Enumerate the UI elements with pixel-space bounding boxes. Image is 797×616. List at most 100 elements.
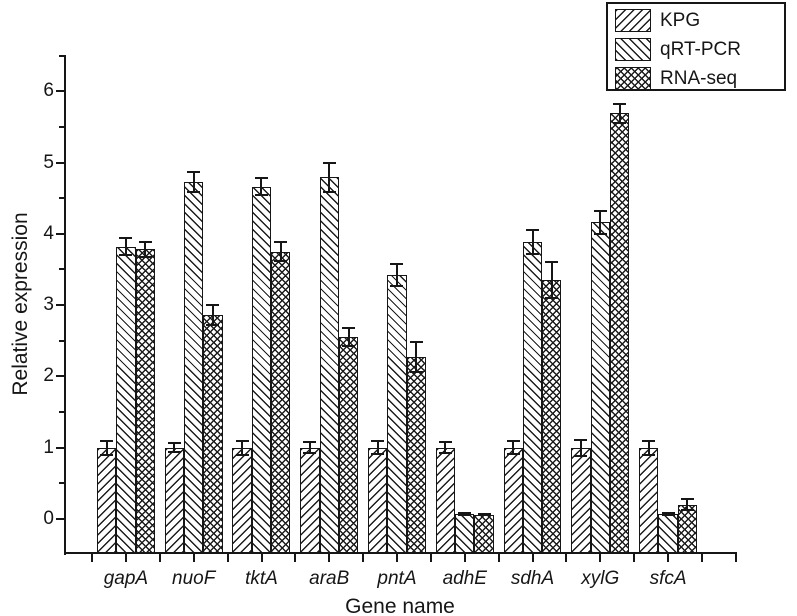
error-bar-cap-top: [642, 439, 656, 442]
x-tick: [226, 554, 229, 562]
y-minor-tick: [59, 411, 64, 414]
error-bar-cap-bottom: [545, 296, 559, 299]
x-tick: [463, 554, 466, 562]
error-bar-cap-bottom: [477, 514, 491, 517]
error-bar-cap-bottom: [661, 514, 675, 517]
bar-RNA-seq-pntA: [406, 357, 426, 554]
legend-item-qrt-pcr: qRT-PCR: [615, 36, 784, 63]
y-minor-tick: [59, 54, 64, 57]
error-bar-stem: [347, 327, 350, 347]
error-bar-cap-top: [167, 442, 181, 445]
error-bar-cap-bottom: [235, 453, 249, 456]
bar-KPG-tktA: [232, 447, 252, 554]
y-axis-line: [64, 55, 66, 555]
bar-RNA-seq-sfcA: [677, 504, 697, 554]
bar-RNA-seq-xylG: [609, 113, 630, 554]
y-major-tick: [56, 375, 64, 378]
bar-qRT-PCR-sfcA: [658, 514, 678, 554]
error-bar-stem: [512, 441, 515, 455]
x-tick: [124, 554, 127, 562]
error-bar-stem: [279, 242, 282, 261]
x-tick: [294, 554, 297, 562]
error-bar-cap-bottom: [458, 514, 472, 517]
error-bar-cap-top: [342, 326, 355, 329]
error-bar-cap-top: [661, 511, 675, 514]
y-tick-label: 6: [43, 80, 54, 102]
error-bar-stem: [211, 305, 214, 326]
bar-RNA-seq-sdhA: [542, 280, 562, 554]
bar-qRT-PCR-nuoF: [184, 181, 204, 554]
error-bar-stem: [144, 241, 147, 258]
bar-qRT-PCR-tktA: [251, 186, 272, 554]
error-bar-cap-top: [680, 498, 694, 501]
bar-qRT-PCR-gapA: [116, 246, 136, 554]
y-major-tick: [56, 304, 64, 307]
x-tick: [701, 554, 704, 562]
x-axis-line: [64, 552, 737, 554]
y-tick-label: 0: [43, 508, 54, 529]
legend-item-rna-seq: RNA-seq: [615, 65, 784, 92]
legend-label-kpg: KPG: [660, 10, 701, 31]
error-bar-cap-bottom: [119, 254, 133, 257]
error-bar-cap-bottom: [409, 371, 423, 374]
error-bar-cap-top: [138, 240, 152, 243]
error-bar-stem: [667, 512, 670, 516]
error-bar-stem: [415, 342, 418, 373]
error-bar-cap-bottom: [574, 454, 588, 457]
x-category-label-araB: araB: [309, 568, 350, 589]
error-bar-cap-bottom: [342, 345, 355, 348]
x-tick: [531, 554, 534, 562]
error-bar-cap-top: [100, 439, 114, 442]
x-tick: [362, 554, 365, 562]
legend-item-kpg: KPG: [615, 7, 784, 34]
error-bar-cap-top: [322, 161, 336, 164]
error-bar-stem: [647, 440, 650, 455]
error-bar-cap-bottom: [100, 453, 114, 456]
error-bar-stem: [241, 440, 244, 455]
legend-swatch-forward-hatch-icon: [615, 9, 651, 32]
legend-label-qrt-pcr: qRT-PCR: [660, 39, 741, 60]
error-bar-stem: [260, 178, 263, 196]
bar-qRT-PCR-pntA: [387, 275, 407, 554]
error-bar-cap-bottom: [371, 453, 385, 456]
error-bar-cap-top: [303, 440, 317, 443]
x-tick: [633, 554, 636, 562]
bar-qRT-PCR-xylG: [590, 222, 610, 554]
error-bar-cap-top: [506, 440, 520, 443]
error-bar-cap-top: [409, 341, 423, 344]
bar-KPG-nuoF: [164, 447, 185, 554]
error-bar-cap-top: [574, 438, 588, 441]
error-bar-cap-bottom: [390, 284, 404, 287]
error-bar-cap-top: [458, 511, 472, 514]
bar-qRT-PCR-adhE: [455, 514, 475, 554]
error-bar-cap-bottom: [303, 452, 317, 455]
error-bar-stem: [618, 104, 621, 123]
error-bar-cap-top: [254, 177, 268, 180]
error-bar-cap-bottom: [187, 190, 201, 193]
x-tick: [158, 554, 161, 562]
error-bar-cap-bottom: [680, 509, 694, 512]
error-bar-stem: [531, 230, 534, 255]
error-bar-cap-bottom: [642, 453, 656, 456]
error-bar-cap-bottom: [206, 324, 220, 327]
y-minor-tick: [59, 197, 64, 200]
error-bar-cap-top: [526, 229, 540, 232]
x-tick: [91, 554, 94, 562]
bar-KPG-pntA: [368, 447, 388, 554]
error-bar-stem: [124, 238, 127, 256]
y-major-tick: [56, 90, 64, 93]
error-bar-cap-top: [371, 440, 385, 443]
error-bar-stem: [463, 512, 466, 516]
error-bar-stem: [686, 499, 689, 511]
x-tick: [734, 554, 737, 562]
legend: KPG qRT-PCR RNA-seq: [606, 2, 786, 91]
legend-swatch-crosshatch-icon: [615, 67, 651, 90]
y-tick-label: 2: [43, 365, 54, 387]
x-category-label-tktA: tktA: [245, 568, 278, 589]
error-bar-stem: [599, 210, 602, 234]
legend-swatch-backward-hatch-icon: [615, 38, 651, 61]
error-bar-cap-bottom: [613, 121, 627, 124]
bar-KPG-sdhA: [503, 447, 523, 554]
x-axis-title: Gene name: [345, 595, 455, 616]
